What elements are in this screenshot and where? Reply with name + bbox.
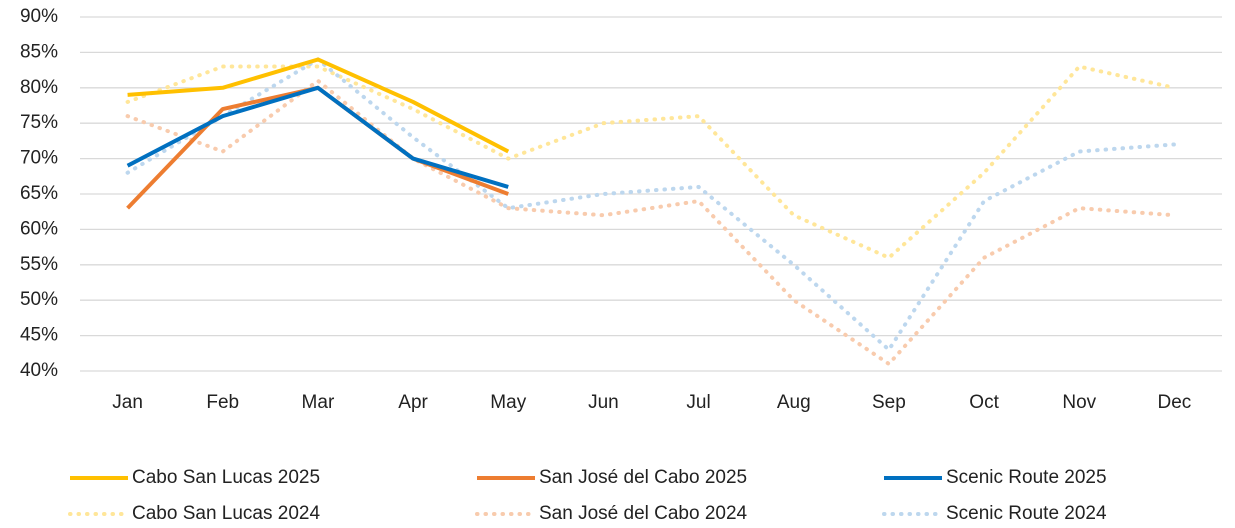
y-tick-label: 85% <box>20 41 58 62</box>
y-tick-label: 80% <box>20 77 58 98</box>
legend-label: Cabo San Lucas 2025 <box>132 467 320 488</box>
x-tick-label: Sep <box>872 392 906 413</box>
series-line <box>125 57 1177 353</box>
y-tick-label: 50% <box>20 289 58 310</box>
series-line <box>126 85 509 189</box>
series-line <box>125 78 1177 367</box>
series-line <box>126 85 509 210</box>
x-tick-label: Aug <box>777 392 811 413</box>
x-tick-label: May <box>490 392 526 413</box>
legend-label: Scenic Route 2025 <box>946 467 1107 488</box>
series-line <box>125 64 1177 261</box>
x-tick-label: Feb <box>206 392 239 413</box>
legend-label: San José del Cabo 2025 <box>539 467 747 488</box>
y-tick-label: 75% <box>20 112 58 133</box>
x-tick-label: Jun <box>588 392 619 413</box>
legend-label: Cabo San Lucas 2024 <box>132 503 320 524</box>
y-tick-label: 55% <box>20 254 58 275</box>
y-tick-label: 65% <box>20 183 58 204</box>
series-line <box>127 57 510 154</box>
y-tick-label: 70% <box>20 148 58 169</box>
y-tick-label: 60% <box>20 218 58 239</box>
x-tick-label: Jul <box>686 392 710 413</box>
y-tick-label: 90% <box>20 6 58 27</box>
y-tick-label: 45% <box>20 325 58 346</box>
x-tick-label: Dec <box>1158 392 1192 413</box>
x-tick-label: Jan <box>112 392 143 413</box>
x-tick-label: Apr <box>398 392 428 413</box>
y-tick-label: 40% <box>20 360 58 381</box>
legend-label: Scenic Route 2024 <box>946 503 1107 524</box>
legend-label: San José del Cabo 2024 <box>539 503 748 524</box>
x-tick-label: Oct <box>969 392 999 413</box>
x-tick-label: Mar <box>302 392 335 413</box>
x-tick-label: Nov <box>1062 392 1096 413</box>
